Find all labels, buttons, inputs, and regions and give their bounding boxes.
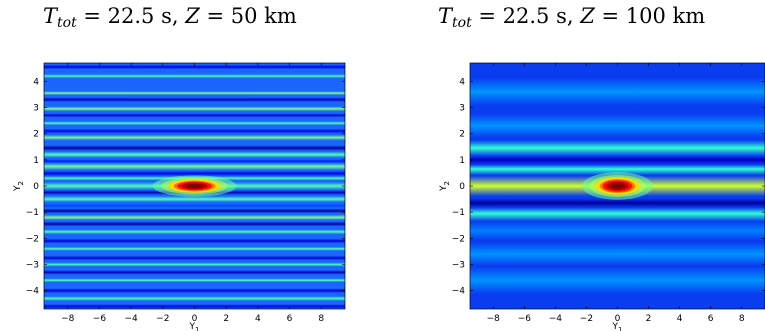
title-z-value: = 100 km [601,4,706,28]
title-t-subscript: tot [452,15,472,31]
chart-title-left: Ttot = 22.5 s, Z = 50 km [43,4,297,31]
x-tick-label: −6 [518,314,532,324]
y-axis-label: Y2 [13,181,25,192]
x-axis-label: Y1 [189,322,200,331]
y-tick-label: −1 [26,208,39,218]
x-tick-label: −4 [124,314,138,324]
y-axis-label-subscript: 2 [17,181,25,185]
x-tick-label: 8 [318,314,324,324]
y-tick-label: −3 [452,261,465,271]
x-tick-label: −2 [580,314,593,324]
chart-title-right: Ttot = 22.5 s, Z = 100 km [438,4,706,31]
x-tick-label: 8 [739,314,745,324]
x-axis-label-subscript: 1 [618,326,622,331]
y-tick-label: 4 [33,77,39,87]
y-tick-label: −1 [452,208,465,218]
title-z-symbol: Z [185,4,200,28]
y-tick-label: −2 [452,234,465,244]
chart-panel-left: Ttot = 22.5 s, Z = 50 km −8 −6 −4 −2 0 2 4 6 8 −4… [0,0,380,331]
title-z-symbol: Z [580,4,595,28]
x-tick-label: −6 [93,314,107,324]
heatmap-field [470,63,765,309]
y-axis-label: Y2 [439,181,451,192]
y-tick-label: 0 [33,182,39,192]
title-z-value: = 50 km [206,4,297,28]
x-tick-label: −4 [549,314,563,324]
y-tick-label: −4 [452,287,466,297]
heatmap-chart-right: −8 −6 −4 −2 0 2 4 6 8 −4 −3 −2 −1 0 1 2 3 4 Y1 Y2 [439,62,765,331]
y-tick-label: 0 [459,182,465,192]
x-tick-label: −2 [156,314,169,324]
y-tick-label: −2 [26,234,39,244]
x-tick-label: 2 [223,314,229,324]
title-t-subscript: tot [57,15,77,31]
heatmap-chart-left: −8 −6 −4 −2 0 2 4 6 8 −4 −3 −2 −1 0 1 2 3 4 Y1 Y2 [13,62,346,331]
y-axis-label-subscript: 2 [443,181,451,185]
x-tick-label: 4 [677,314,683,324]
y-tick-label: 2 [459,130,465,140]
x-tick-label: 0 [192,314,198,324]
y-tick-label: 1 [33,156,39,166]
x-tick-label: 6 [287,314,293,324]
y-tick-label: 2 [33,130,39,140]
x-tick-label: 6 [708,314,714,324]
y-tick-label: −4 [26,287,40,297]
x-tick-label: −8 [61,314,75,324]
x-axis-label: Y1 [612,322,623,331]
title-t-symbol: T [43,4,58,28]
hotspot-ring [185,183,204,189]
y-tick-label: 3 [33,103,39,113]
title-t-value: = 22.5 s, [83,4,179,28]
x-tick-label: −8 [487,314,501,324]
y-tick-label: 3 [459,103,465,113]
x-tick-label: 4 [255,314,261,324]
x-axis-label-subscript: 1 [195,326,199,331]
hotspot-ring [610,183,625,189]
x-tick-label: 0 [615,314,621,324]
title-t-symbol: T [438,4,453,28]
y-tick-label: 4 [459,77,465,87]
x-tick-label: 2 [646,314,652,324]
chart-panel-right: Ttot = 22.5 s, Z = 100 km −8 −6 −4 −2 0 2 4 6 8−… [385,0,765,331]
y-tick-label: 1 [459,156,465,166]
title-t-value: = 22.5 s, [478,4,574,28]
heatmap-field [44,63,345,309]
y-tick-label: −3 [26,261,39,271]
